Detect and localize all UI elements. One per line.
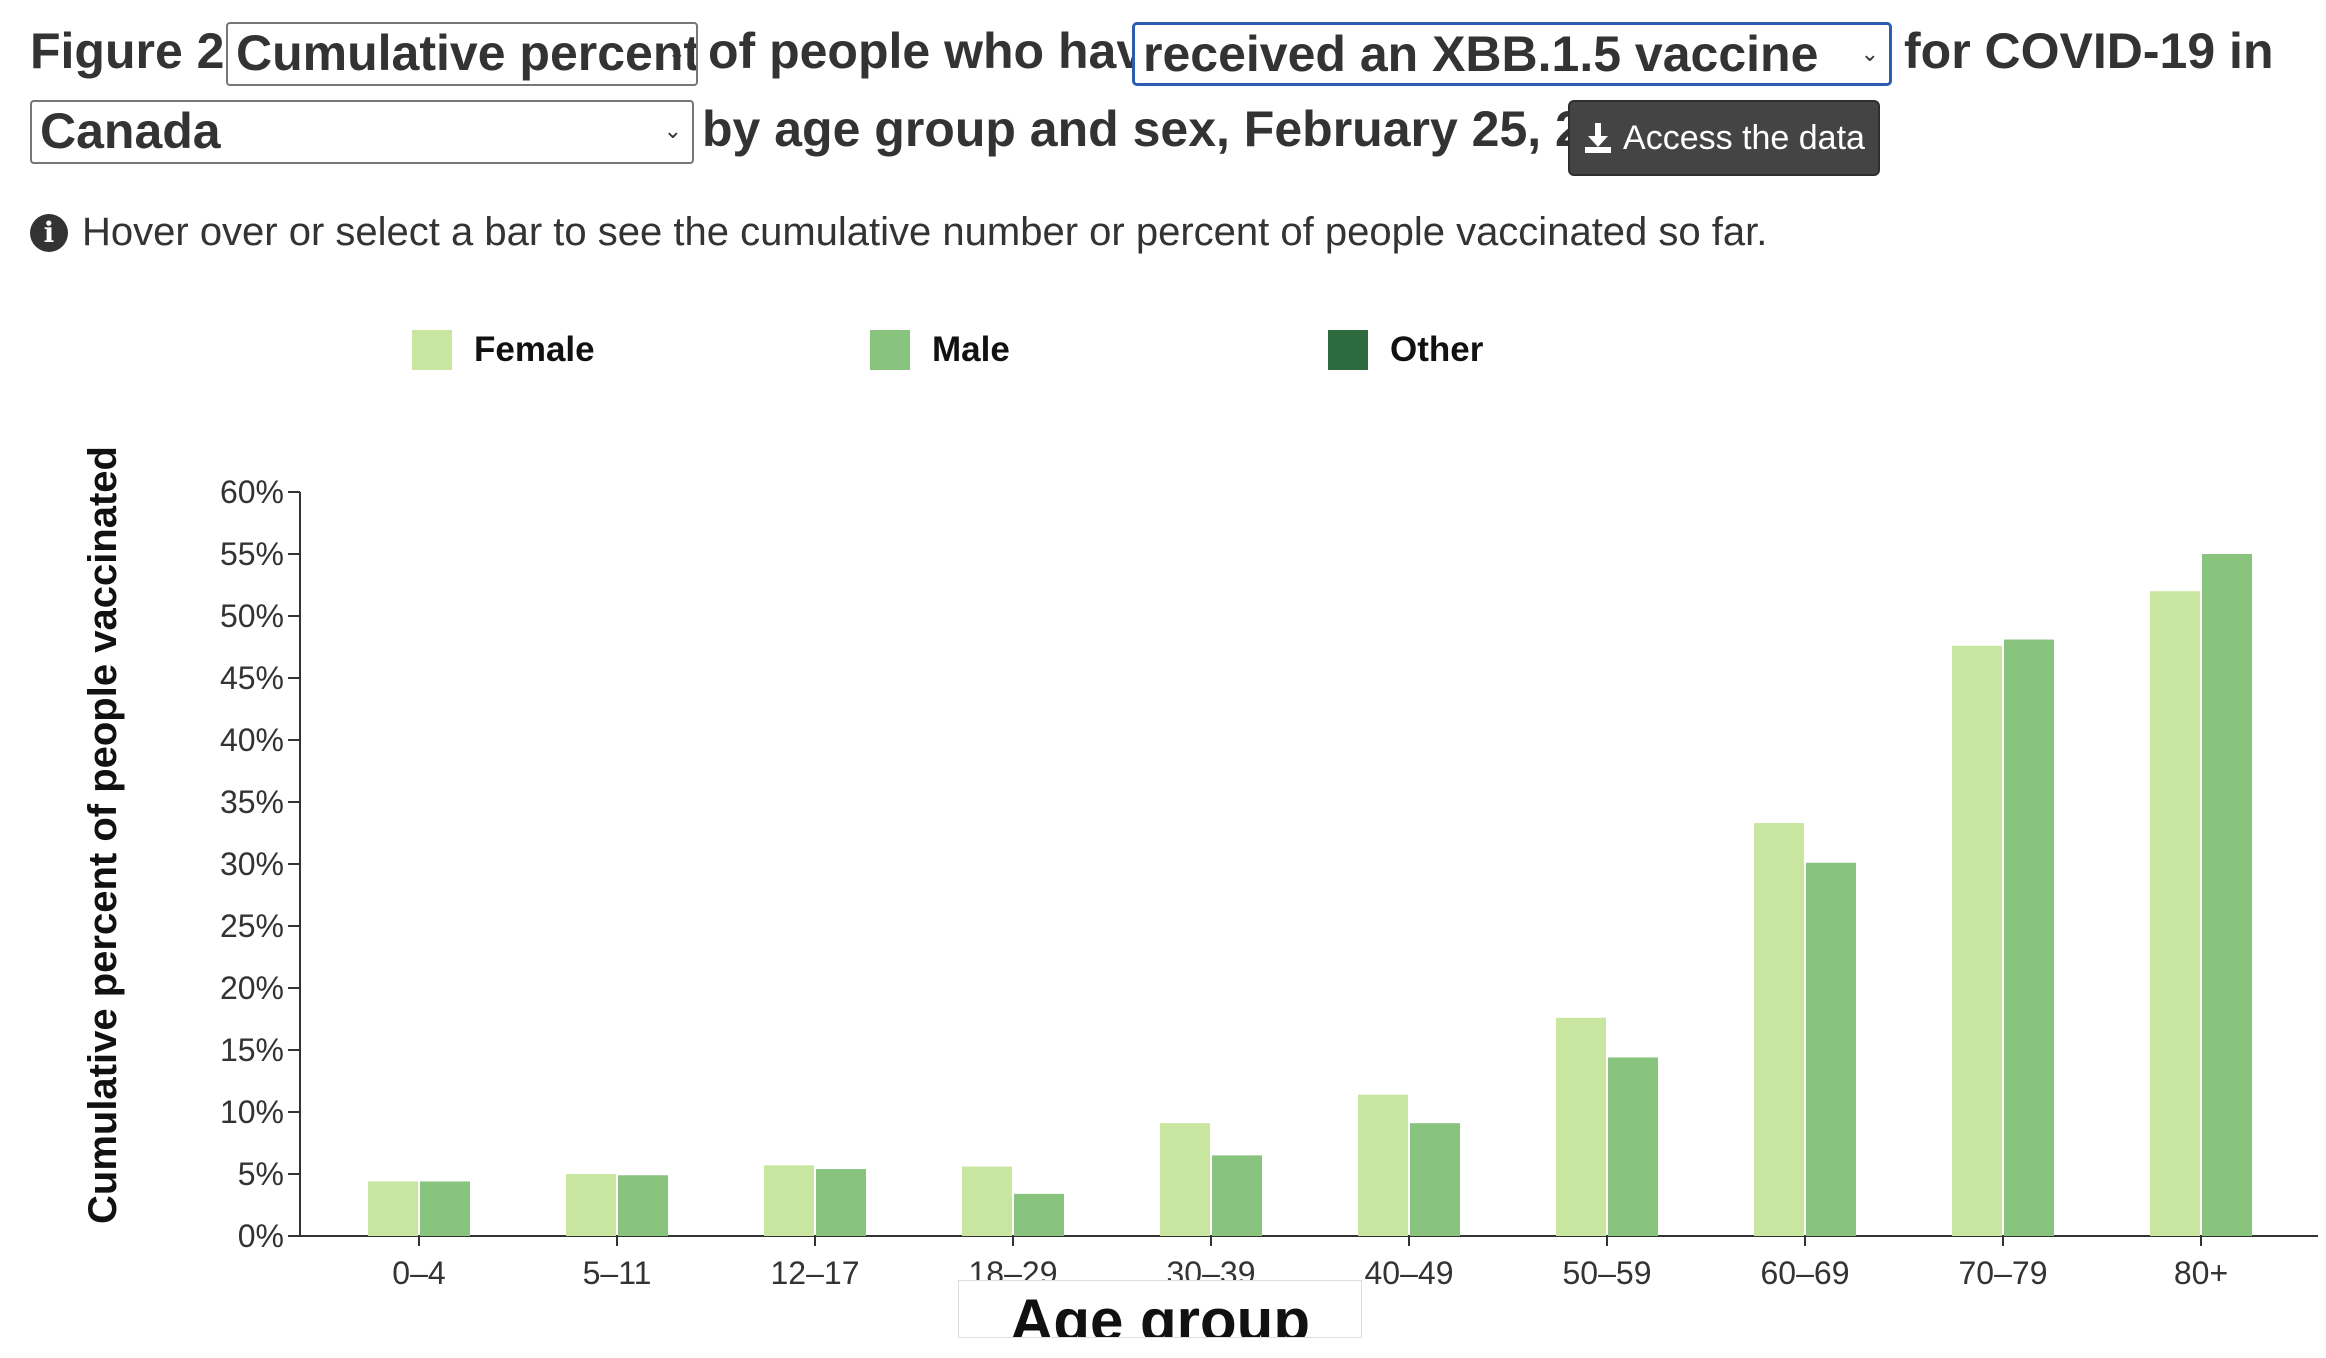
heading-text-1: of people who have <box>708 23 1172 79</box>
access-data-label: Access the data <box>1623 118 1865 157</box>
bar-female-18–29[interactable] <box>962 1166 1012 1236</box>
bar-male-40–49[interactable] <box>1410 1123 1460 1236</box>
status-select-value: received an XBB.1.5 vaccine <box>1143 26 1819 82</box>
access-data-button[interactable]: Access the data <box>1568 100 1880 176</box>
x-tick-label: 50–59 <box>1563 1255 1652 1291</box>
y-tick-label: 10% <box>220 1094 284 1130</box>
y-tick-label: 35% <box>220 784 284 820</box>
x-tick-label: 80+ <box>2174 1255 2228 1291</box>
legend-item-female[interactable]: Female <box>412 330 595 370</box>
bar-female-50–59[interactable] <box>1556 1017 1606 1236</box>
x-tick-label: 60–69 <box>1761 1255 1850 1291</box>
y-tick-label: 15% <box>220 1032 284 1068</box>
info-row: i Hover over or select a bar to see the … <box>30 210 1767 255</box>
bar-male-70–79[interactable] <box>2004 639 2054 1236</box>
legend-swatch-female <box>412 330 452 370</box>
region-select-value: Canada <box>40 103 221 159</box>
y-tick-label: 40% <box>220 722 284 758</box>
status-select[interactable]: received an XBB.1.5 vaccine ⌄ <box>1132 22 1892 86</box>
bar-female-60–69[interactable] <box>1754 823 1804 1236</box>
bar-female-0–4[interactable] <box>368 1181 418 1236</box>
x-tick-label: 70–79 <box>1959 1255 2048 1291</box>
legend-item-male[interactable]: Male <box>870 330 1010 370</box>
chevron-down-icon: ⌄ <box>663 118 682 143</box>
bar-female-12–17[interactable] <box>764 1165 814 1236</box>
legend-item-other[interactable]: Other <box>1328 330 1483 370</box>
y-tick-label: 25% <box>220 908 284 944</box>
metric-select-value: Cumulative percent <box>236 25 698 81</box>
bar-male-5–11[interactable] <box>618 1175 668 1236</box>
bar-male-60–69[interactable] <box>1806 862 1856 1236</box>
bar-male-30–39[interactable] <box>1212 1155 1262 1236</box>
y-tick-label: 55% <box>220 536 284 572</box>
figure-label: Figure 2. <box>30 23 239 79</box>
bar-female-5–11[interactable] <box>566 1174 616 1236</box>
metric-select[interactable]: Cumulative percent ⌄ <box>226 22 698 86</box>
bar-male-50–59[interactable] <box>1608 1057 1658 1236</box>
bar-male-18–29[interactable] <box>1014 1193 1064 1236</box>
y-tick-label: 5% <box>238 1156 284 1192</box>
heading-text-2: for COVID-19 in <box>1904 23 2274 79</box>
bar-male-0–4[interactable] <box>420 1181 470 1236</box>
legend-label-other: Other <box>1390 330 1484 369</box>
bar-female-70–79[interactable] <box>1952 645 2002 1236</box>
x-tick-label: 40–49 <box>1365 1255 1454 1291</box>
y-tick-label: 45% <box>220 660 284 696</box>
legend-swatch-other <box>1328 330 1368 370</box>
y-tick-label: 30% <box>220 846 284 882</box>
info-circle-icon: i <box>30 213 68 252</box>
x-tick-label: 0–4 <box>392 1255 445 1291</box>
heading-text-3: by age group and sex, February 25, 2024 <box>702 101 1667 157</box>
legend-label-female: Female <box>474 330 595 369</box>
chevron-down-icon: ⌄ <box>1860 41 1879 66</box>
y-tick-label: 20% <box>220 970 284 1006</box>
info-text: Hover over or select a bar to see the cu… <box>82 210 1768 254</box>
bar-male-80+[interactable] <box>2202 554 2252 1236</box>
y-axis-title: Cumulative percent of people vaccinated <box>81 446 125 1224</box>
chevron-down-icon: ⌄ <box>667 40 686 65</box>
x-axis-title: Age group <box>958 1280 1362 1338</box>
bar-female-40–49[interactable] <box>1358 1094 1408 1236</box>
bar-male-12–17[interactable] <box>816 1169 866 1236</box>
y-tick-label: 60% <box>220 474 284 510</box>
legend-label-male: Male <box>932 330 1010 369</box>
region-select[interactable]: Canada ⌄ <box>30 100 694 164</box>
legend-swatch-male <box>870 330 910 370</box>
y-tick-label: 0% <box>238 1218 284 1254</box>
y-tick-label: 50% <box>220 598 284 634</box>
bar-female-30–39[interactable] <box>1160 1123 1210 1236</box>
download-icon <box>1585 123 1612 153</box>
x-tick-label: 5–11 <box>583 1255 652 1291</box>
x-tick-label: 12–17 <box>771 1255 860 1291</box>
bar-female-80+[interactable] <box>2150 591 2200 1236</box>
